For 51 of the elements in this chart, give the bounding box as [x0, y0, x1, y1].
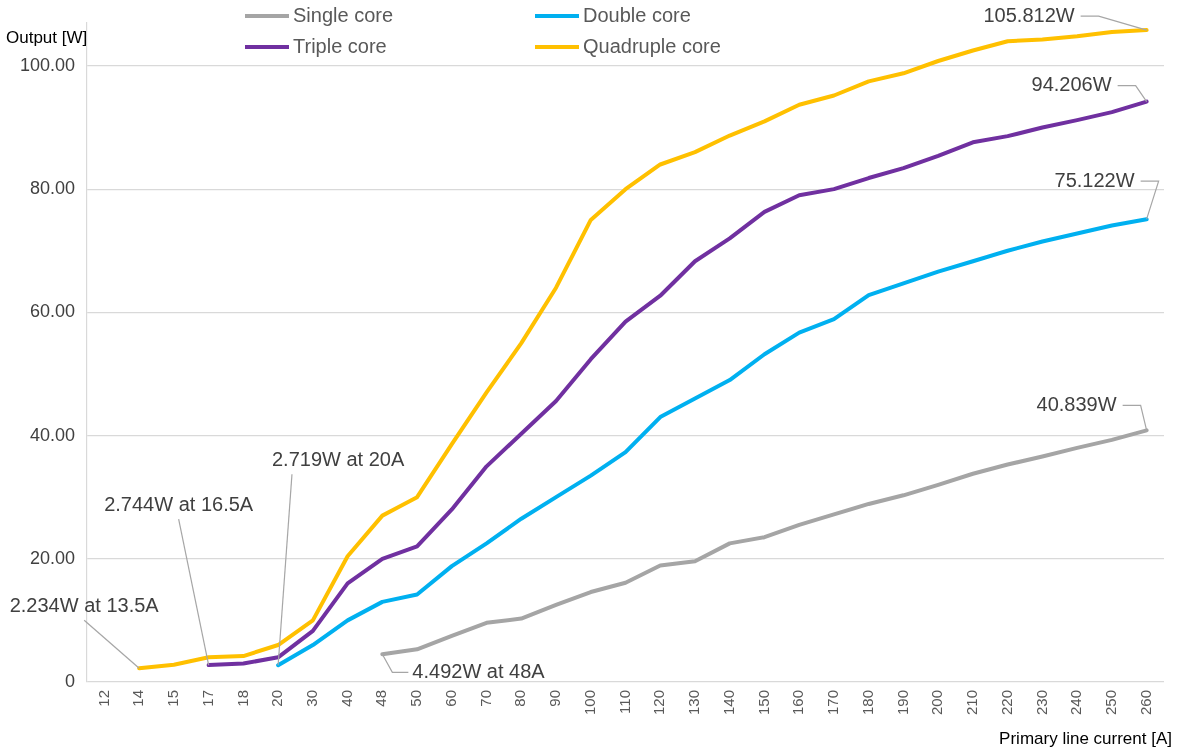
x-tick-label: 150: [754, 689, 772, 715]
legend-label: Single core: [293, 4, 394, 27]
y-tick-label: 80.00: [30, 178, 76, 199]
x-tick-label: 240: [1067, 689, 1085, 715]
y-tick-label: 40.00: [30, 424, 76, 445]
x-tick-label: 80: [511, 689, 529, 707]
annotation: 2.744W at 16.5A: [104, 492, 254, 515]
x-tick-label: 220: [997, 689, 1015, 715]
x-tick-label: 14: [129, 689, 147, 707]
x-tick-label: 30: [303, 689, 321, 707]
x-tick-label: 130: [685, 689, 703, 715]
x-tick-label: 120: [650, 689, 668, 715]
x-tick-label: 100: [580, 689, 598, 715]
x-tick-label: 60: [441, 689, 459, 707]
y-tick-label: 20.00: [30, 547, 76, 568]
legend-label: Quadruple core: [583, 35, 721, 58]
x-tick-label: 40: [337, 689, 355, 707]
x-tick-label: 50: [407, 689, 425, 707]
x-tick-label: 230: [1032, 689, 1050, 715]
legend-label: Triple core: [293, 35, 387, 58]
annotation: 4.492W at 48A: [412, 659, 546, 682]
x-tick-label: 160: [789, 689, 807, 715]
x-tick-label: 20: [268, 689, 286, 707]
x-tick-label: 15: [164, 689, 182, 707]
annotation: 105.812W: [983, 3, 1075, 26]
annotation: 75.122W: [1054, 168, 1135, 191]
x-tick-label: 250: [1102, 689, 1120, 715]
annotation: 94.206W: [1031, 73, 1112, 96]
x-tick-label: 12: [94, 689, 112, 707]
legend-label: Double core: [583, 4, 691, 27]
x-axis-title: Primary line current [A]: [999, 729, 1172, 749]
annotation: 40.839W: [1036, 392, 1117, 415]
x-tick-label: 210: [963, 689, 981, 715]
x-tick-label: 180: [858, 689, 876, 715]
x-tick-label: 170: [824, 689, 842, 715]
x-tick-label: 260: [1136, 689, 1154, 715]
y-tick-label: 100.00: [19, 54, 76, 75]
y-axis-title: Output [W]: [6, 28, 88, 48]
x-tick-label: 200: [928, 689, 946, 715]
x-tick-label: 140: [719, 689, 737, 715]
x-tick-label: 17: [198, 689, 216, 707]
y-tick-label: 0: [65, 670, 76, 691]
x-tick-label: 18: [233, 689, 251, 707]
annotation: 2.719W at 20A: [271, 447, 405, 470]
annotation: 2.234W at 13.5A: [9, 593, 160, 616]
x-tick-label: 190: [893, 689, 911, 715]
x-tick-label: 110: [615, 689, 633, 714]
x-tick-label: 48: [372, 689, 390, 707]
x-tick-label: 70: [476, 689, 494, 707]
y-tick-label: 60.00: [30, 301, 76, 322]
x-tick-label: 90: [546, 689, 564, 707]
